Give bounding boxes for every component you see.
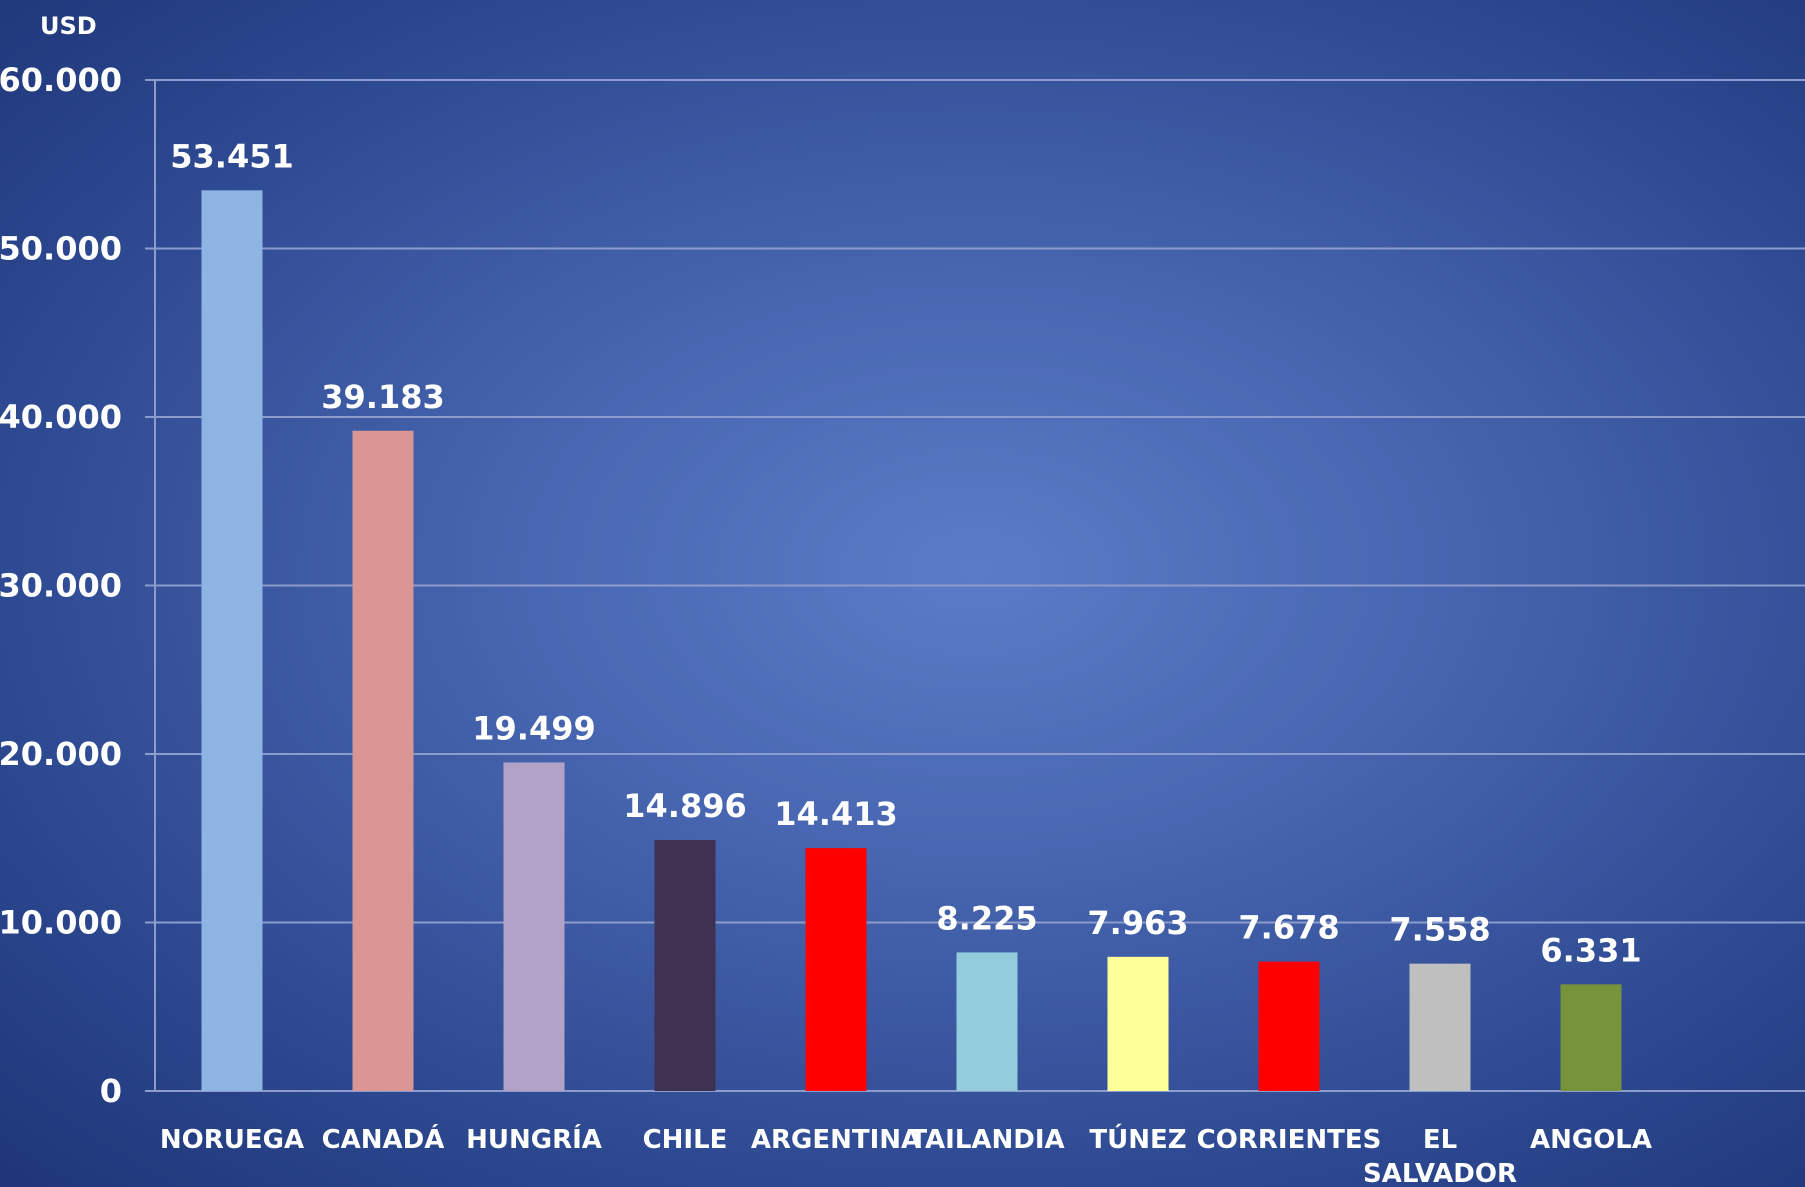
bar — [352, 430, 414, 1091]
bar — [201, 190, 263, 1091]
data-label: 6.331 — [1540, 931, 1641, 969]
bar — [503, 762, 565, 1091]
y-axis-ticks: 0 10.000 20.000 30.000 40.000 50.000 60.000 — [0, 61, 122, 1110]
x-tick-label: TÚNEZ — [1089, 1123, 1186, 1155]
bar — [956, 952, 1018, 1091]
data-label: 7.963 — [1087, 904, 1188, 942]
bar — [1258, 961, 1320, 1091]
data-label: 39.183 — [321, 378, 444, 416]
bar — [1107, 956, 1169, 1091]
y-tick-label: 0 — [100, 1072, 122, 1110]
data-label: 14.896 — [623, 787, 746, 825]
x-tick-label: TAILANDIA — [909, 1125, 1064, 1155]
y-tick-label: 60.000 — [0, 61, 122, 99]
bar — [805, 848, 867, 1091]
x-tick-label: CHILE — [643, 1125, 728, 1155]
data-label: 53.451 — [170, 137, 293, 175]
x-tick-label: ANGOLA — [1530, 1125, 1652, 1155]
gridlines — [155, 79, 1805, 924]
x-tick-label: CORRIENTES — [1197, 1125, 1382, 1155]
y-tick-label: 30.000 — [0, 567, 122, 605]
data-label: 7.678 — [1238, 909, 1339, 947]
x-tick-label: CANADÁ — [322, 1123, 445, 1155]
x-tick-label: EL SALVADOR — [1363, 1125, 1517, 1187]
data-label: 7.558 — [1389, 911, 1490, 949]
y-tick-label: 10.000 — [0, 904, 122, 942]
bars — [201, 190, 1622, 1091]
data-label: 14.413 — [774, 795, 897, 833]
x-tick-label: NORUEGA — [160, 1125, 304, 1155]
data-labels: 53.451 39.183 19.499 14.896 14.413 8.225 7.963… — [170, 137, 1641, 969]
x-tick-label: HUNGRÍA — [466, 1123, 602, 1155]
bar — [654, 840, 716, 1091]
y-tick-label: 20.000 — [0, 735, 122, 773]
bar — [1560, 984, 1622, 1091]
y-tick-label: 40.000 — [0, 398, 122, 436]
y-tick-label: 50.000 — [0, 230, 122, 268]
bar — [1409, 963, 1471, 1091]
x-axis-ticks: NORUEGA CANADÁ HUNGRÍA CHILE ARGENTINATAILAN… — [160, 1123, 1652, 1187]
y-axis-unit-label: USD — [40, 12, 97, 40]
data-label: 19.499 — [472, 709, 595, 747]
x-tick-label: ARGENTINA — [751, 1125, 921, 1155]
data-label: 8.225 — [936, 899, 1037, 937]
